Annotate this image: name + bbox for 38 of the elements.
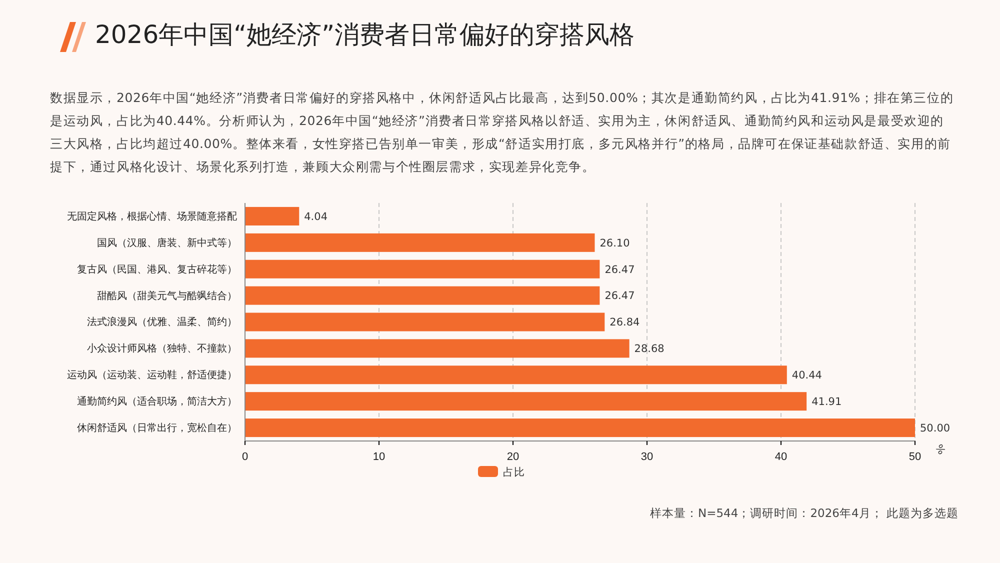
x-tick-label: 50 bbox=[908, 451, 922, 464]
bar bbox=[245, 339, 630, 358]
x-tick-label: 20 bbox=[506, 451, 520, 464]
y-tick-label: 国风（汉服、唐装、新中式等） bbox=[97, 236, 237, 249]
y-tick-label: 休闲舒适风（日常出行，宽松自在） bbox=[77, 422, 237, 434]
data-label: 28.68 bbox=[634, 343, 664, 356]
bar bbox=[245, 366, 787, 384]
legend-label: 占比 bbox=[503, 466, 525, 479]
bar bbox=[245, 233, 595, 252]
data-label: 26.10 bbox=[600, 237, 630, 250]
bar bbox=[245, 286, 600, 305]
bar bbox=[245, 260, 600, 278]
bar bbox=[245, 392, 807, 411]
y-tick-label: 法式浪漫风（优雅、温柔、简约） bbox=[87, 316, 237, 328]
y-tick-label: 运动风（运动装、运动鞋，舒适便捷） bbox=[67, 369, 237, 382]
data-label: 26.84 bbox=[610, 316, 640, 329]
text: 样本量：N=544；调研时间：2026年4月； 此题为多选题 bbox=[650, 506, 958, 521]
x-tick-label: 40 bbox=[774, 451, 788, 464]
x-axis-title: % bbox=[932, 443, 947, 457]
x-tick-label: 0 bbox=[242, 451, 248, 464]
data-label: 40.44 bbox=[792, 370, 822, 382]
y-tick-label: 复古风（民国、港风、复古碎花等） bbox=[77, 263, 237, 276]
text: 数据显示，2026年中国“她经济”消费者日常偏好的穿搭风格中，休闲舒适风占比最高，达到50.00%；其次是通勤简约风，占比为41.91%；排在第三位的是运动风，占比为40.44%。分析师认为，2026年中国“她经济”消费者日常穿搭风格以舒适、实用为主，休闲舒适风、通勤简约风和运动风是最受欢迎的三大风格，占比均超过40.00%。整体来看，女性穿搭已告别单一审美，形成“舒适实用打底，多元风格并行”的格局，品牌可在保证基础款舒适、实用的前提下，通过风格化设计、场景化系列打造，兼顾大众刚需与个性圈层需求，实现差异化竞争。 bbox=[50, 89, 955, 176]
data-label: 4.04 bbox=[304, 210, 328, 223]
y-tick-label: 小众设计师风格（独特、不撞款） bbox=[87, 342, 237, 355]
x-tick-label: 10 bbox=[372, 451, 386, 464]
data-label: 41.91 bbox=[812, 396, 842, 408]
bar bbox=[245, 206, 300, 226]
y-tick-label: 无固定风格，根据心情、场景随意搭配 bbox=[67, 210, 237, 222]
x-tick-label: 30 bbox=[640, 451, 654, 464]
bar bbox=[245, 418, 915, 438]
data-label: 50.00 bbox=[920, 422, 950, 434]
data-label: 26.47 bbox=[604, 290, 635, 302]
chart-title: 2026年中国“她经济”消费者日常偏好的穿搭风格 bbox=[95, 19, 635, 51]
y-tick-label: 通勤简约风（适合职场，简洁大方） bbox=[77, 396, 237, 408]
data-label: 26.47 bbox=[604, 264, 635, 276]
bar bbox=[245, 312, 605, 332]
y-tick-label: 甜酷风（甜美元气与酷飒结合） bbox=[97, 290, 237, 302]
